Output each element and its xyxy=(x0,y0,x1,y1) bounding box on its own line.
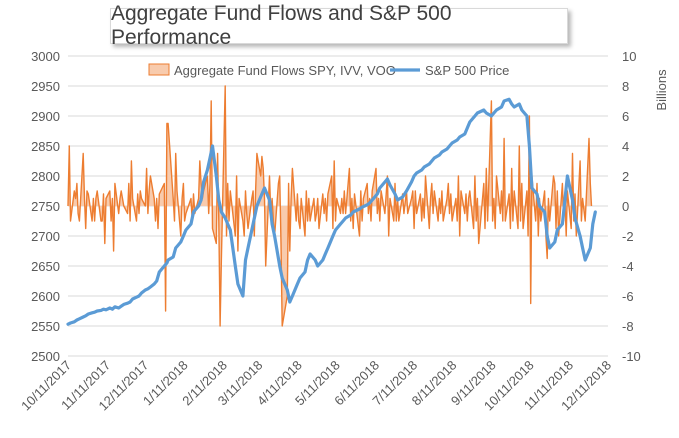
y-left-tick-label: 2750 xyxy=(31,199,60,214)
y-left-tick-label: 2850 xyxy=(31,139,60,154)
y-left-tick-label: 2700 xyxy=(31,229,60,244)
y-left-tick-label: 2900 xyxy=(31,109,60,124)
legend-label-fund-flows: Aggregate Fund Flows SPY, IVV, VOO xyxy=(174,63,396,78)
y-right-axis-label: Billions xyxy=(654,69,669,111)
y-right-tick-label: -10 xyxy=(622,349,641,364)
legend-swatch-fund-flows xyxy=(148,63,170,76)
y-left-tick-label: 2600 xyxy=(31,289,60,304)
y-right-tick-label: -6 xyxy=(622,289,634,304)
sp500-series xyxy=(66,97,597,326)
chart-title: Aggregate Fund Flows and S&P 500 Perform… xyxy=(110,2,568,49)
y-left-tick-label: 2550 xyxy=(31,319,60,334)
y-right-tick-label: -2 xyxy=(622,229,634,244)
y-left-tick-label: 2650 xyxy=(31,259,60,274)
y-left-tick-label: 2500 xyxy=(31,349,60,364)
y-right-tick-label: 8 xyxy=(622,79,629,94)
y-right-tick-label: 2 xyxy=(622,169,629,184)
y-right-tick-label: -8 xyxy=(622,319,634,334)
fund-flows-series xyxy=(67,85,593,327)
y-right-tick-label: -4 xyxy=(622,259,634,274)
legend-label-sp500: S&P 500 Price xyxy=(425,63,509,78)
y-left-tick-label: 3000 xyxy=(31,49,60,64)
y-left-tick-label: 2800 xyxy=(31,169,60,184)
y-right-tick-label: 4 xyxy=(622,139,629,154)
y-left-tick-label: 2950 xyxy=(31,79,60,94)
y-right-tick-label: 6 xyxy=(622,109,629,124)
fund-flows-area-fill xyxy=(68,86,592,326)
y-right-tick-label: 10 xyxy=(622,49,636,64)
y-right-tick-label: 0 xyxy=(622,199,629,214)
